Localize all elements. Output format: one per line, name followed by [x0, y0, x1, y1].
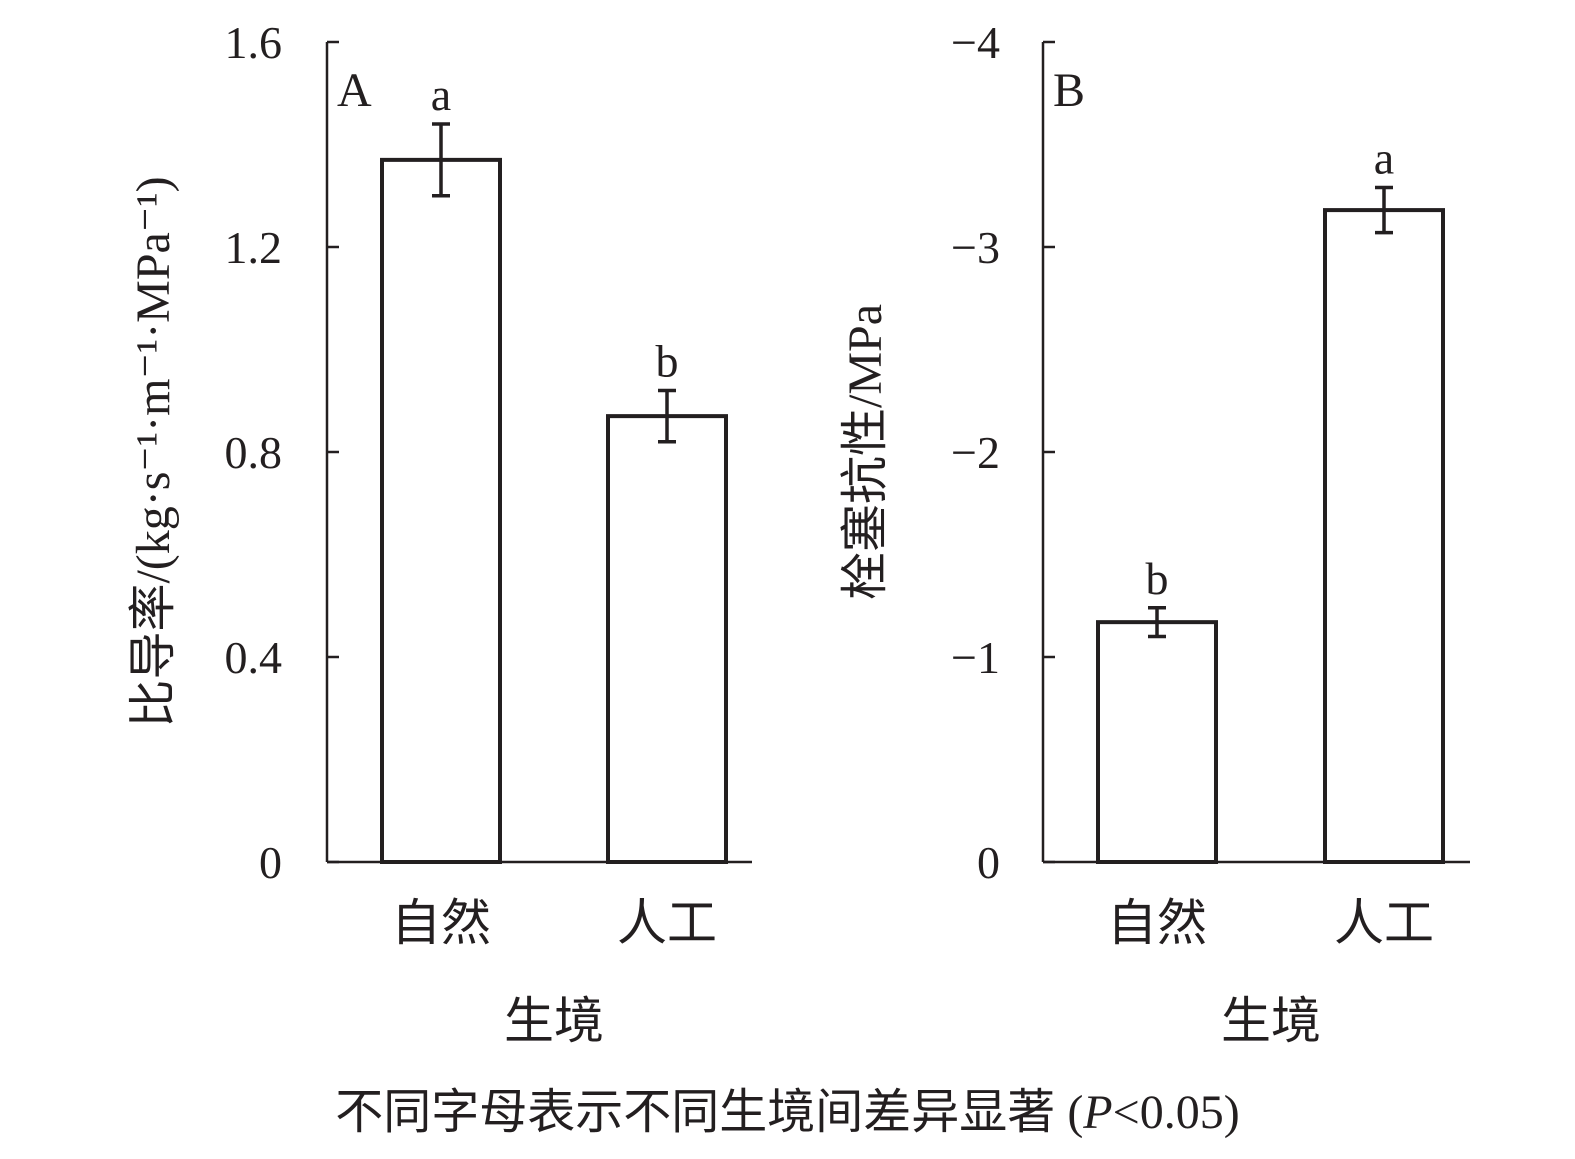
caption-stat-open: (: [1055, 1086, 1084, 1139]
panel-b-bar: [1096, 620, 1218, 865]
panel-a-y-tick-label: 0: [259, 837, 282, 888]
caption-text: 不同字母表示不同生境间差异显著: [335, 1086, 1056, 1139]
panel-a-y-tick-label: 0.4: [225, 632, 283, 683]
panel-a-y-tick-label: 0.8: [225, 427, 283, 478]
caption-stat-rest: <0.05): [1112, 1086, 1240, 1139]
panel-a-y-axis-title: 比导率/(kg·s⁻¹·m⁻¹·MPa⁻¹): [127, 176, 180, 727]
panel-b-label: B: [1053, 64, 1085, 117]
panel-b-x-axis-title: 生境: [1221, 993, 1321, 1049]
figure-caption: 不同字母表示不同生境间差异显著 (P<0.05): [0, 1072, 1575, 1142]
panel-b-significance-letter: a: [1374, 133, 1394, 184]
panel-b-bar: [1323, 208, 1445, 865]
panel-b-y-axis-title: 栓塞抗性/MPa: [839, 304, 892, 600]
panel-b-error-bar: [1148, 606, 1166, 639]
panel-a-category-label: 人工: [617, 895, 717, 951]
panel-b-error-bar: [1375, 185, 1393, 235]
panel-b: 栓塞抗性/MPa B 生境 0 −1 −2 −3 −4 b 自然 a 人工: [839, 17, 1470, 1049]
panel-b-y-tick-label: −1: [951, 632, 1000, 683]
caption-p-variable: P: [1083, 1086, 1113, 1139]
panel-a-label: A: [337, 64, 372, 117]
panel-a: 比导率/(kg·s⁻¹·m⁻¹·MPa⁻¹) A 生境 0 0.4 0.8 1.2 1.…: [127, 17, 752, 1049]
panel-a-y-tick-label: 1.2: [225, 222, 283, 273]
panel-b-category-label: 自然: [1107, 895, 1207, 951]
panel-a-bar: [606, 414, 728, 864]
panel-a-x-axis-title: 生境: [504, 993, 604, 1049]
panel-b-y-tick-label: −4: [951, 17, 1000, 68]
panel-a-error-bar: [432, 122, 450, 198]
panel-b-y-tick-label: 0: [977, 837, 1000, 888]
panel-a-significance-letter: a: [431, 69, 451, 120]
panel-b-significance-letter: b: [1146, 553, 1169, 604]
panel-a-significance-letter: b: [656, 336, 679, 387]
panel-b-y-tick-label: −3: [951, 222, 1000, 273]
panel-b-category-label: 人工: [1334, 895, 1434, 951]
panel-a-y-tick-label: 1.6: [225, 17, 283, 68]
panel-a-category-label: 自然: [391, 895, 491, 951]
panel-b-y-tick-label: −2: [951, 427, 1000, 478]
panel-a-bar: [380, 157, 502, 864]
panel-a-error-bar: [658, 388, 676, 444]
